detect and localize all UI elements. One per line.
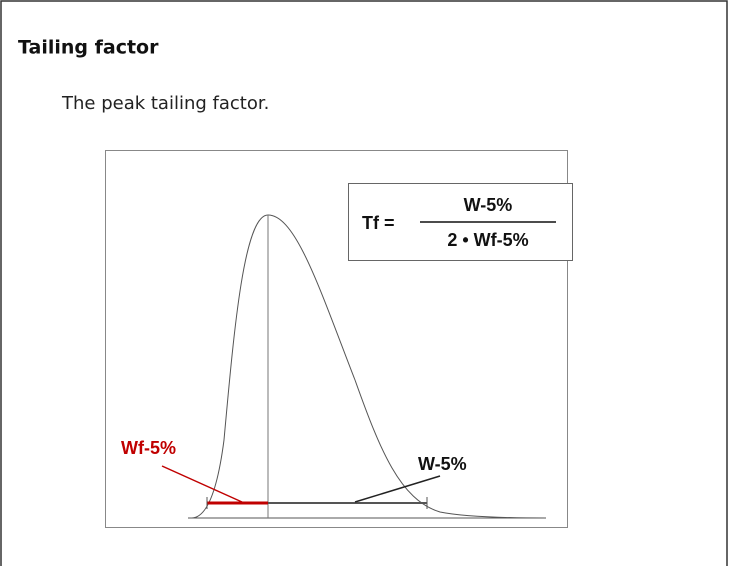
formula-denominator: 2 • Wf-5% [447, 230, 528, 250]
heading: Tailing factor [18, 37, 159, 59]
leader-line [161, 465, 243, 503]
peak-curve [191, 214, 547, 519]
leader-line [354, 475, 441, 503]
width-label: W-5% [418, 454, 467, 474]
formula-lhs: Tf = [362, 213, 395, 233]
front-width-label: Wf-5% [121, 438, 176, 458]
formula-numerator: W-5% [464, 195, 513, 215]
diagram: Tf = W-5% 2 • Wf-5% Wf-5% W-5% [105, 150, 573, 528]
description: The peak tailing factor. [61, 93, 269, 114]
